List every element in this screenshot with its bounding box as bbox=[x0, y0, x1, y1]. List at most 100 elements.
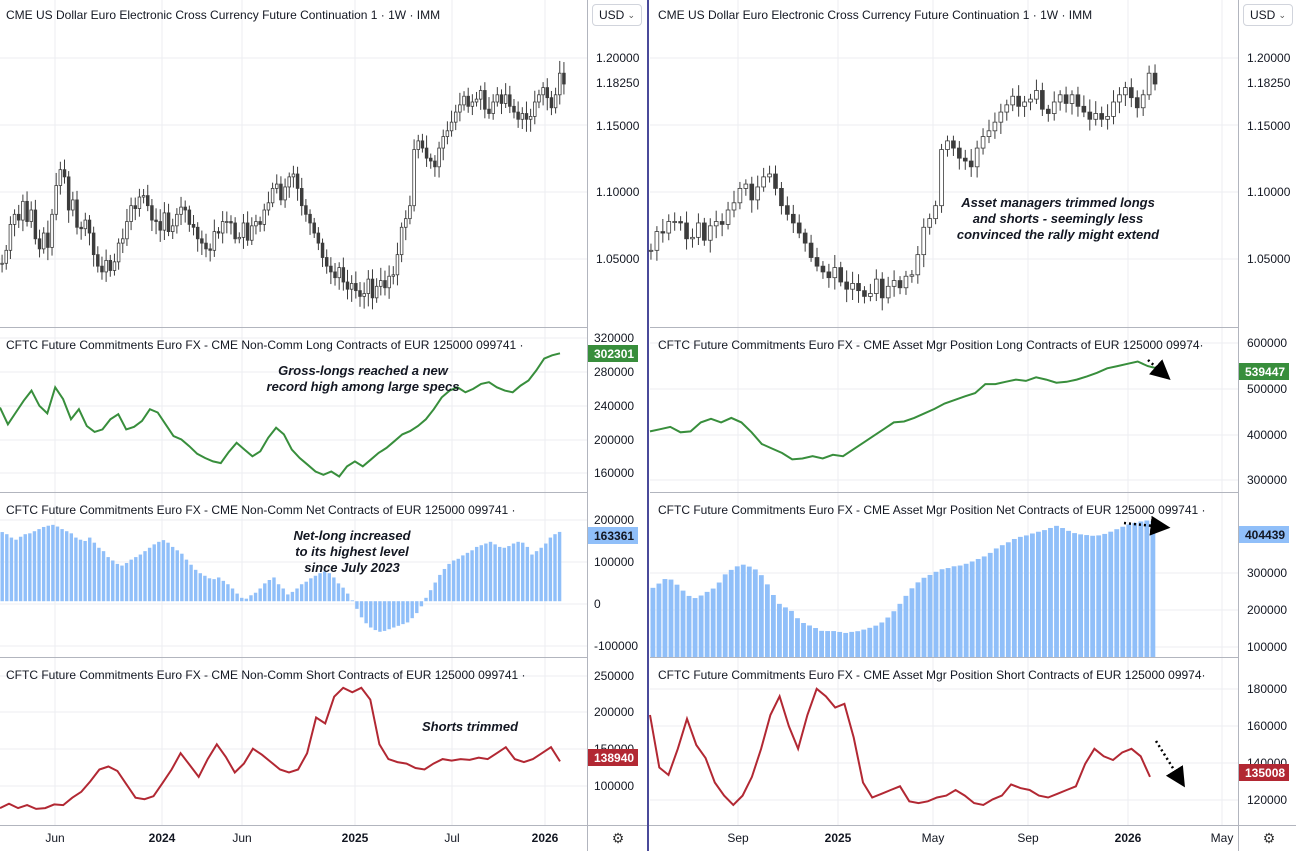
price-candle bbox=[1004, 99, 1010, 121]
annotation-gross-longs: Gross-longs reached a new record high amo… bbox=[267, 363, 460, 394]
right-net-bar bbox=[1048, 527, 1053, 657]
right-net-bar bbox=[885, 617, 891, 657]
left-net-bar bbox=[124, 563, 129, 602]
left-net-bar bbox=[129, 559, 133, 602]
price-candle bbox=[749, 176, 755, 213]
right-short-last: 135008 bbox=[1245, 766, 1285, 780]
price-candle bbox=[233, 217, 237, 244]
left-net-bar bbox=[369, 601, 373, 628]
right-net-bar bbox=[783, 607, 788, 657]
right-net-bar bbox=[843, 632, 849, 657]
left-net-bar bbox=[189, 564, 193, 602]
left-net-bar bbox=[557, 531, 562, 602]
price-candle bbox=[1028, 93, 1033, 111]
right-net-bar bbox=[1126, 524, 1132, 657]
left-net-bar bbox=[304, 581, 308, 602]
right-price-tick: 1.05000 bbox=[1247, 252, 1291, 266]
left-net-bar bbox=[14, 539, 18, 602]
price-candle bbox=[897, 276, 903, 295]
price-candle bbox=[702, 217, 707, 246]
left-short-tick: 200000 bbox=[594, 705, 634, 719]
left-net-bar bbox=[516, 541, 520, 602]
right-net-bar bbox=[1072, 533, 1077, 657]
gear-icon[interactable]: ⚙ bbox=[1262, 830, 1276, 846]
annotation-shorts: Shorts trimmed bbox=[422, 719, 519, 734]
left-long-last: 302301 bbox=[594, 347, 634, 361]
left-net-bar bbox=[355, 601, 359, 609]
left-net-bar bbox=[345, 593, 350, 602]
left-net-bar bbox=[502, 547, 507, 602]
price-candle bbox=[329, 257, 333, 285]
price-candle bbox=[154, 208, 158, 235]
price-candle bbox=[162, 202, 167, 241]
price-candle bbox=[832, 254, 838, 290]
price-candle bbox=[437, 141, 441, 178]
right-net-bar bbox=[716, 582, 722, 657]
right-net-bar bbox=[849, 631, 855, 657]
right-net-bar bbox=[770, 594, 776, 657]
price-candle bbox=[520, 107, 525, 130]
right-net-bar bbox=[927, 574, 933, 657]
right-net-bar bbox=[795, 618, 800, 657]
price-candle bbox=[1034, 79, 1039, 105]
left-short-last: 138940 bbox=[594, 751, 634, 765]
price-candle bbox=[1069, 90, 1075, 115]
right-net-bar bbox=[746, 566, 752, 657]
left-net-bar bbox=[359, 601, 364, 618]
left-long-tick: 200000 bbox=[594, 433, 634, 447]
left-net-bar bbox=[221, 580, 226, 602]
right-net-bar bbox=[764, 584, 770, 657]
price-candle bbox=[1051, 91, 1057, 121]
price-candle bbox=[387, 265, 391, 299]
currency-select-right[interactable]: USD ⌄ bbox=[1243, 4, 1293, 26]
price-candle bbox=[1063, 86, 1069, 113]
price-candle bbox=[478, 85, 483, 110]
price-candle bbox=[170, 218, 175, 240]
price-candle bbox=[104, 249, 108, 282]
price-candle bbox=[349, 275, 354, 302]
price-candle bbox=[558, 60, 562, 105]
right-net-bar bbox=[1066, 530, 1071, 657]
price-candles-right bbox=[648, 64, 1158, 311]
right-net-bar bbox=[879, 622, 885, 657]
left-net-bar bbox=[405, 601, 410, 623]
currency-select-left[interactable]: USD ⌄ bbox=[592, 4, 642, 26]
price-candle bbox=[773, 165, 778, 196]
left-net-bar bbox=[415, 601, 419, 614]
left-net-bar bbox=[286, 594, 290, 602]
price-candle bbox=[1075, 86, 1081, 117]
left-net-bar bbox=[101, 551, 106, 602]
price-candle bbox=[191, 215, 196, 236]
price-candle bbox=[150, 199, 154, 232]
left-net-bar bbox=[138, 554, 143, 602]
left-net-bar bbox=[92, 542, 97, 602]
right-time-label: Sep bbox=[1017, 831, 1039, 845]
left-net-bar bbox=[198, 573, 202, 602]
price-candle bbox=[345, 269, 350, 300]
price-candle bbox=[508, 85, 512, 114]
price-candle bbox=[1087, 99, 1093, 131]
left-net-tick: -100000 bbox=[594, 639, 638, 653]
price-candle bbox=[487, 97, 491, 119]
annotation-asset-mgr: Asset managers trimmed longs and shorts -… bbox=[957, 195, 1160, 242]
right-net-bar bbox=[999, 545, 1005, 657]
left-net-bar bbox=[41, 526, 46, 602]
price-candle bbox=[537, 89, 541, 109]
gear-icon[interactable]: ⚙ bbox=[611, 830, 625, 846]
left-net-bar bbox=[336, 583, 341, 602]
left-net-bar bbox=[249, 595, 253, 602]
price-candle bbox=[767, 165, 772, 183]
right-net-bar bbox=[1096, 535, 1102, 657]
price-candle bbox=[458, 92, 462, 122]
left-net-bar bbox=[387, 601, 391, 630]
left-net-bar bbox=[263, 583, 267, 602]
left-net-tick: 200000 bbox=[594, 513, 634, 527]
price-candle bbox=[179, 196, 183, 226]
right-time-label: 2026 bbox=[1115, 831, 1142, 845]
price-candle bbox=[725, 201, 731, 230]
right-net-tick: 200000 bbox=[1247, 603, 1287, 617]
left-long-tick: 280000 bbox=[594, 365, 634, 379]
left-net-bar bbox=[226, 584, 230, 602]
left-net-bar bbox=[180, 553, 184, 602]
left-net-bar bbox=[364, 601, 368, 624]
